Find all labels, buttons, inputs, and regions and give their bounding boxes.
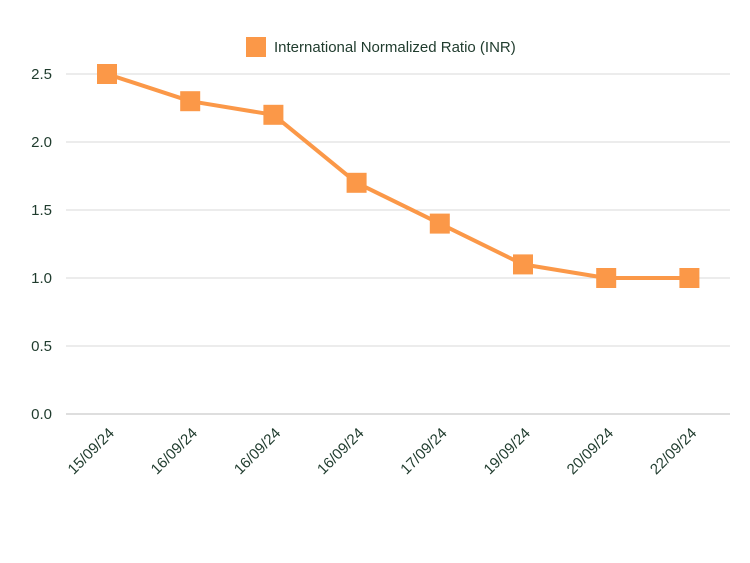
grid-lines (66, 73, 730, 415)
series-line (105, 72, 692, 280)
data-point-marker (180, 91, 201, 112)
data-point-marker (263, 104, 284, 125)
data-point-marker (346, 172, 367, 193)
legend-swatch (246, 37, 266, 57)
legend-label: International Normalized Ratio (INR) (274, 39, 516, 56)
x-tick-label: 22/09/24 (647, 425, 700, 478)
y-tick-label: 0.5 (31, 338, 52, 355)
data-point-marker (513, 254, 533, 275)
y-tick-label: 2.5 (31, 66, 52, 83)
x-tick-label: 16/09/24 (231, 425, 284, 478)
y-tick-label: 0.0 (31, 406, 52, 423)
data-point-marker (679, 268, 700, 288)
data-point-marker (596, 268, 617, 288)
x-tick-label: 16/09/24 (314, 425, 367, 478)
legend: International Normalized Ratio (INR) (246, 37, 516, 57)
y-tick-label: 1.0 (31, 270, 52, 287)
x-tick-label: 15/09/24 (65, 425, 118, 478)
y-tick-label: 1.5 (31, 202, 52, 219)
series-layer (97, 64, 700, 288)
data-point-marker (429, 213, 450, 234)
x-tick-label: 16/09/24 (148, 425, 201, 478)
y-tick-label: 2.0 (31, 134, 52, 151)
x-axis-ticks: 15/09/24 16/09/24 16/09/24 16/09/24 17/09/24… (65, 425, 701, 478)
x-tick-label: 19/09/24 (481, 425, 534, 478)
data-point-marker (97, 64, 117, 84)
x-tick-label: 20/09/24 (564, 425, 617, 478)
x-tick-label: 17/09/24 (397, 425, 450, 478)
y-axis-ticks: 0.0 0.5 1.0 1.5 2.0 2.5 (31, 66, 52, 423)
